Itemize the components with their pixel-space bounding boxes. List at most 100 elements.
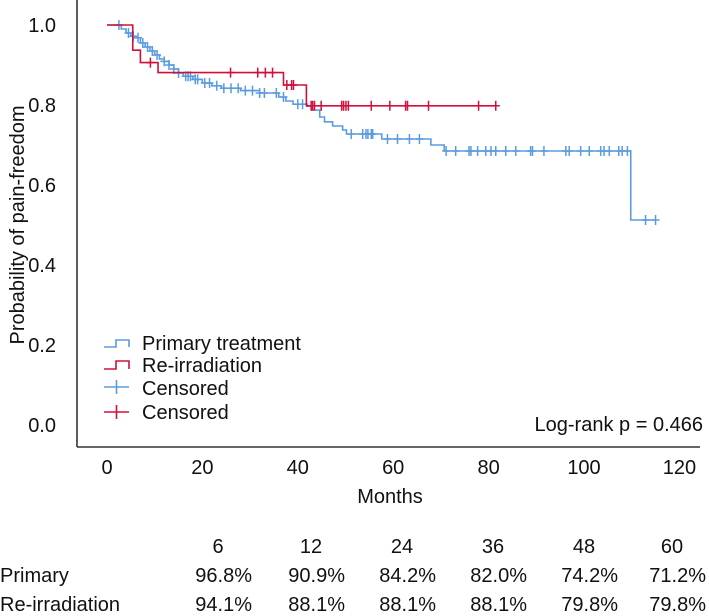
- x-tick-label: 120: [663, 457, 696, 479]
- censor-mark: [501, 146, 510, 156]
- survival-table: 6 12 24 36 48 60 Primary 96.8% 90.9% 84.2% 82.0%…: [0, 536, 706, 616]
- censor-mark: [347, 129, 356, 139]
- table-header-cell: 12: [300, 536, 322, 558]
- row-label: Re-irradiation: [0, 594, 120, 616]
- step-line-icon: [104, 339, 130, 348]
- censor-mark: [641, 215, 650, 225]
- censor-mark: [165, 60, 174, 70]
- censor-mark: [241, 85, 250, 96]
- legend-label: Re-irradiation: [142, 355, 262, 377]
- table-cell: 96.8%: [195, 565, 252, 587]
- censor-mark: [124, 28, 133, 38]
- censor-mark: [393, 134, 402, 144]
- y-tick-label: 0.6: [28, 175, 56, 197]
- table-cell: 88.1%: [288, 594, 345, 616]
- censor-mark: [367, 100, 376, 111]
- censor-mark: [605, 146, 614, 156]
- censor-mark: [261, 67, 270, 78]
- table-header-cell: 36: [482, 536, 504, 558]
- censor-mark: [405, 134, 414, 144]
- table-header-cell: 60: [661, 536, 683, 558]
- censor-mark: [442, 146, 451, 156]
- censor-mark: [651, 215, 660, 225]
- table-cell: 88.1%: [470, 594, 527, 616]
- table-cell: 94.1%: [195, 594, 252, 616]
- censor-mark: [385, 100, 394, 111]
- series-reirradiation: [107, 24, 500, 111]
- censor-mark: [383, 134, 392, 144]
- table-header-row: 6 12 24 36 48 60: [212, 536, 683, 558]
- censor-mark: [585, 146, 594, 156]
- table-cell: 74.2%: [561, 565, 618, 587]
- censor-mark: [143, 42, 152, 52]
- table-cell: 82.0%: [470, 565, 527, 587]
- legend-label: Censored: [142, 378, 229, 400]
- legend-item-primary: Primary treatment: [104, 333, 301, 355]
- table-header-cell: 48: [573, 536, 595, 558]
- table-header-cell: 6: [212, 536, 223, 558]
- x-tick-label: 100: [567, 457, 600, 479]
- censor-mark: [565, 146, 574, 156]
- table-row: Primary 96.8% 90.9% 84.2% 82.0% 74.2% 71.2%: [0, 565, 706, 587]
- censor-mark: [344, 100, 353, 111]
- censor-mark: [160, 56, 169, 67]
- x-tick-label: 0: [101, 457, 112, 479]
- censor-mark: [528, 146, 537, 156]
- x-tick-labels: 0 20 40 60 80 100 120: [101, 457, 696, 479]
- x-tick-label: 20: [191, 457, 213, 479]
- censor-mark: [272, 88, 281, 98]
- censor-mark: [491, 146, 500, 156]
- censor-mark: [623, 146, 632, 156]
- censor-mark: [451, 146, 460, 156]
- table-cell: 90.9%: [288, 565, 345, 587]
- censor-mark: [227, 83, 236, 94]
- y-tick-labels: 0.0 0.2 0.4 0.6 0.8 1.0: [28, 15, 56, 437]
- censor-mark: [226, 67, 235, 78]
- table-cell: 88.1%: [379, 594, 436, 616]
- legend-item-reirradiation: Re-irradiation: [104, 355, 262, 377]
- table-header-cell: 24: [391, 536, 413, 558]
- legend-label: Censored: [142, 402, 229, 424]
- censor-mark: [268, 67, 277, 78]
- censor-mark: [193, 74, 202, 85]
- censor-mark: [368, 129, 377, 139]
- censor-mark: [289, 80, 298, 90]
- censor-mark: [234, 83, 243, 94]
- table-cell: 71.2%: [649, 565, 706, 587]
- censor-mark: [317, 100, 326, 111]
- censor-mark: [148, 46, 157, 56]
- x-tick-label: 40: [287, 457, 309, 479]
- log-rank-annotation: Log-rank p = 0.466: [535, 414, 703, 436]
- table-cell: 84.2%: [379, 565, 436, 587]
- legend: Primary treatment Re-irradiation Censore…: [104, 333, 301, 424]
- censor-mark: [253, 67, 262, 78]
- censor-mark: [491, 100, 500, 111]
- x-tick-label: 60: [382, 457, 404, 479]
- plus-icon: [104, 405, 129, 419]
- censor-mark: [153, 50, 162, 60]
- table-cell: 79.8%: [649, 594, 706, 616]
- censor-mark: [466, 146, 475, 156]
- legend-label: Primary treatment: [142, 333, 301, 355]
- censor-mark: [424, 100, 433, 111]
- y-tick-label: 0.0: [28, 415, 56, 437]
- y-tick-label: 0.4: [28, 255, 56, 277]
- plot-area: [107, 20, 660, 225]
- censor-mark: [539, 146, 548, 156]
- censor-mark: [134, 32, 143, 43]
- censor-mark: [219, 83, 228, 94]
- censor-mark: [576, 146, 585, 156]
- censor-mark: [146, 57, 155, 68]
- censor-mark: [474, 100, 483, 111]
- censor-mark: [212, 80, 221, 91]
- x-tick-label: 80: [477, 457, 499, 479]
- censor-mark: [473, 146, 482, 156]
- x-axis-title: Months: [357, 486, 423, 508]
- censor-mark: [298, 99, 307, 110]
- step-line-icon: [104, 360, 130, 370]
- censor-mark: [205, 78, 214, 88]
- y-axis-title: Probability of pain-freedom: [7, 105, 29, 344]
- censor-mark: [415, 134, 424, 144]
- censor-mark: [511, 146, 520, 156]
